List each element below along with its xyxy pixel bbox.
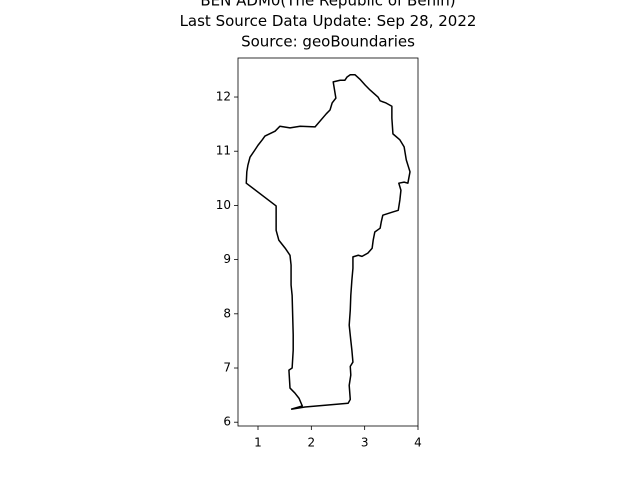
chart-title: BEN ADM0(The Republic of Benin)	[200, 0, 455, 10]
y-tick-label: 12	[216, 90, 231, 104]
y-tick-label: 10	[216, 198, 231, 212]
y-tick-label: 7	[223, 361, 231, 375]
x-tick-label: 2	[308, 436, 316, 450]
y-tick-label: 11	[216, 144, 231, 158]
axes-frame	[237, 57, 419, 427]
x-tick-label: 3	[361, 436, 369, 450]
y-tick-label: 6	[223, 415, 231, 429]
chart-title: Source: geoBoundaries	[241, 33, 415, 51]
y-tick-label: 9	[223, 252, 231, 266]
x-tick-label: 4	[414, 436, 422, 450]
x-tick-label: 1	[254, 436, 262, 450]
chart-title: Last Source Data Update: Sep 28, 2022	[180, 12, 477, 30]
y-tick-label: 8	[223, 306, 231, 320]
country-boundary	[245, 74, 411, 410]
